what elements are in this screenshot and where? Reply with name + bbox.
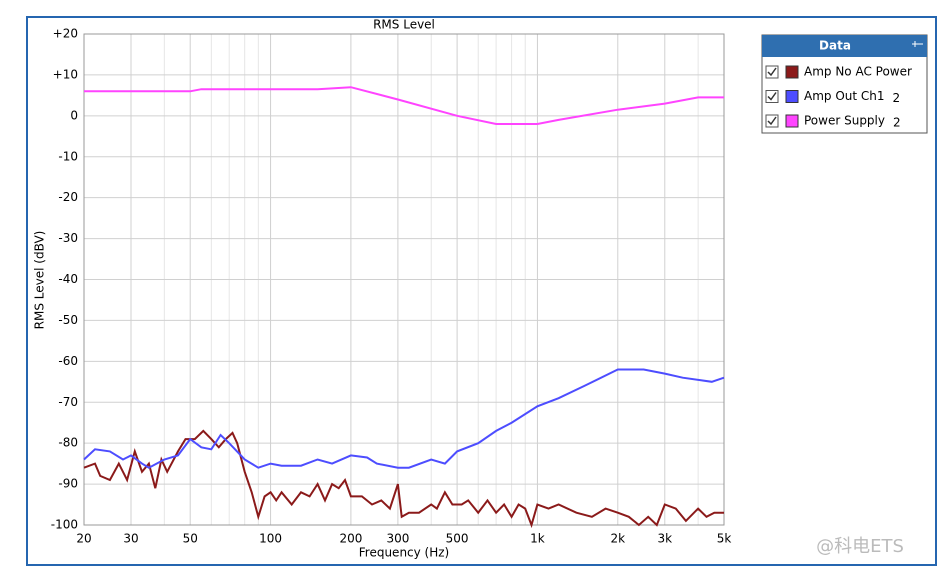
plot-border bbox=[83, 33, 725, 526]
x-tick-label: 1k bbox=[530, 532, 545, 546]
legend-label: Amp Out Ch1 bbox=[804, 89, 885, 103]
y-tick-label: -20 bbox=[58, 190, 78, 204]
watermark: @科电ETS bbox=[816, 536, 904, 557]
legend-swatch bbox=[785, 65, 799, 79]
x-tick-label: 50 bbox=[183, 532, 198, 546]
legend-swatch bbox=[785, 114, 799, 128]
y-tick-label: -40 bbox=[58, 272, 78, 286]
y-tick-label: -80 bbox=[58, 436, 78, 450]
series-line bbox=[83, 368, 725, 469]
y-tick-label: -30 bbox=[58, 231, 78, 245]
legend-header bbox=[762, 35, 927, 57]
y-axis-label: RMS Level (dBV) bbox=[33, 231, 47, 330]
y-tick-label: -60 bbox=[58, 354, 78, 368]
y-tick-label: 0 bbox=[70, 108, 78, 122]
legend-note: 2 bbox=[893, 91, 901, 105]
chart-title: RMS Level bbox=[373, 18, 435, 32]
x-tick-label: 200 bbox=[339, 532, 362, 546]
x-tick-label: 100 bbox=[259, 532, 282, 546]
x-tick-label: 20 bbox=[76, 532, 91, 546]
y-tick-label: -70 bbox=[58, 395, 78, 409]
legend-label: Power Supply bbox=[804, 114, 885, 128]
legend-check bbox=[767, 67, 777, 77]
x-tick-label: 5k bbox=[717, 532, 732, 546]
legend-checkbox[interactable] bbox=[765, 114, 779, 128]
y-tick-label: -10 bbox=[58, 149, 78, 163]
x-axis-label: Frequency (Hz) bbox=[359, 546, 450, 560]
pin-icon bbox=[912, 41, 923, 47]
x-tick-label: 30 bbox=[123, 532, 138, 546]
series-line bbox=[84, 86, 724, 125]
y-tick-label: -50 bbox=[58, 313, 78, 327]
legend-check bbox=[767, 116, 777, 126]
y-tick-label: -90 bbox=[58, 477, 78, 491]
x-tick-label: 2k bbox=[610, 532, 625, 546]
y-tick-label: +20 bbox=[53, 27, 78, 41]
legend-check bbox=[767, 92, 777, 101]
x-tick-label: 3k bbox=[657, 532, 672, 546]
legend-note: 2 bbox=[893, 116, 901, 130]
series-line bbox=[83, 429, 724, 529]
legend-label: Amp No AC Power bbox=[804, 65, 912, 79]
y-tick-label: +10 bbox=[53, 67, 78, 81]
legend-checkbox[interactable] bbox=[765, 90, 779, 103]
legend-swatch bbox=[785, 90, 799, 103]
x-tick-label: 500 bbox=[446, 532, 469, 546]
x-tick-label: 300 bbox=[386, 532, 409, 546]
y-tick-label: -100 bbox=[51, 518, 78, 532]
legend-title: Data bbox=[819, 39, 851, 53]
legend-checkbox[interactable] bbox=[765, 65, 779, 79]
